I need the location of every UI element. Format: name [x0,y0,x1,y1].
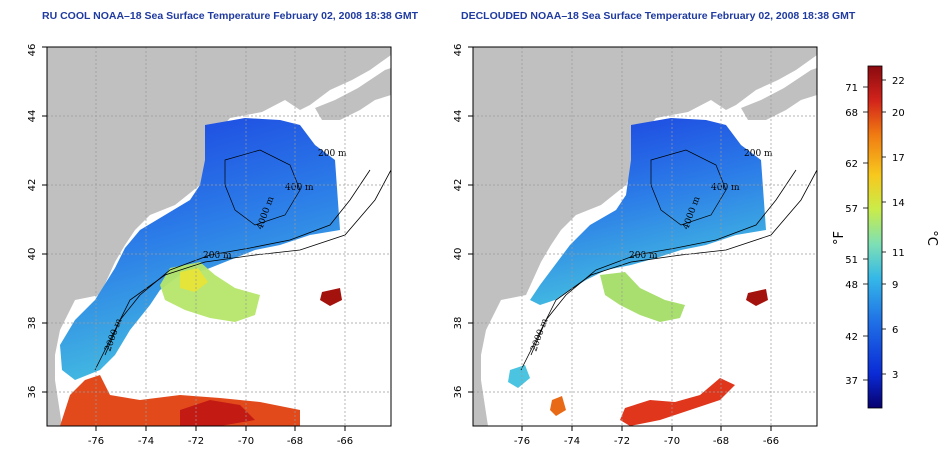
colorbar-celsius-tick: 6 [892,325,898,336]
right-map-frame [472,46,818,427]
right-sst-slope-plume [600,272,685,322]
left-contour-2000m [94,169,391,371]
right-label-200m-b: 200 m [744,149,773,159]
colorbar-celsius-tick: 20 [892,108,905,119]
right-sst-cold-region [530,118,766,305]
right-gridlines [473,47,817,426]
left-x-tick-label: -66 [337,436,353,447]
left-contour-200m [104,169,371,356]
left-contour-gom [224,149,301,226]
right-y-tick-label: 36 [453,386,464,399]
left-map-panel: 200 m 200 m 2000 m 400 m 4000 m [46,46,392,427]
left-x-tick-label: -72 [188,436,204,447]
left-label-200m-a: 200 m [203,251,232,261]
right-y-tick-label: 42 [453,179,464,192]
colorbar-celsius-tick: 11 [892,248,905,259]
left-land-mass [47,47,391,426]
left-x-tick-label: -74 [138,436,154,447]
right-y-tick-label: 44 [453,110,464,123]
right-panel-title: DECLOUDED NOAA–18 Sea Surface Temperatur… [461,10,856,22]
right-y-tick-label: 40 [453,248,464,261]
colorbar-celsius-tick: 9 [892,280,898,291]
right-land-mass [473,47,817,426]
colorbar-fahrenheit-tick: 37 [845,376,858,387]
left-gridlines [47,47,391,426]
right-x-tick-label: -66 [763,436,779,447]
right-sst-coastal-cyan [508,365,530,388]
left-y-tick-label: 38 [27,317,38,330]
left-y-axis: 36 38 40 42 44 46 [27,44,47,399]
left-sst-cold-region [60,118,340,380]
right-y-axis: 36 38 40 42 44 46 [453,44,473,399]
colorbar-celsius-tick: 17 [892,153,905,164]
colorbar-gradient [867,65,883,409]
left-sst-gulf-stream-hot [180,400,255,426]
right-y-tick-label: 46 [453,44,464,57]
right-y-tick-label: 38 [453,317,464,330]
right-x-tick-label: -74 [564,436,580,447]
left-x-axis: -76 -74 -72 -70 -68 -66 [88,426,353,447]
colorbar-fahrenheit-tick: 68 [845,108,858,119]
left-map-frame [46,46,392,427]
left-label-400m: 400 m [285,183,314,193]
right-label-400m: 400 m [711,183,740,193]
left-panel-title: RU COOL NOAA–18 Sea Surface Temperature … [42,10,419,22]
left-y-tick-label: 36 [27,386,38,399]
left-nova-scotia [315,68,391,120]
right-sst-warm-eddy [746,289,768,306]
colorbar-celsius-tick: 14 [892,198,905,209]
right-sst-gulf-stream [620,378,735,426]
temperature-colorbar: 71 68 62 57 51 48 42 37 22 20 17 14 11 9… [832,65,939,409]
left-sst-warm-patch [180,268,208,292]
colorbar-fahrenheit-tick: 51 [845,255,858,266]
right-x-tick-label: -76 [514,436,530,447]
right-x-axis: -76 -74 -72 -70 -68 -66 [514,426,779,447]
right-sst-south-fragment [550,396,566,416]
left-y-tick-label: 40 [27,248,38,261]
right-x-tick-label: -70 [664,436,680,447]
left-label-200m-b: 200 m [318,149,347,159]
left-x-tick-label: -70 [238,436,254,447]
colorbar-fahrenheit-tick: 48 [845,280,858,291]
colorbar-fahrenheit-tick: 71 [845,83,858,94]
right-nova-scotia [741,68,817,120]
left-y-tick-label: 44 [27,110,38,123]
colorbar-celsius-tick: 3 [892,370,898,381]
colorbar-fahrenheit-tick: 42 [845,332,858,343]
left-sst-warm-eddy [320,288,342,306]
right-x-tick-label: -72 [614,436,630,447]
left-y-tick-label: 46 [27,44,38,57]
colorbar-fahrenheit-unit: °F [832,231,847,245]
right-contour-gom [650,149,727,226]
left-x-tick-label: -76 [88,436,104,447]
colorbar-fahrenheit-tick: 57 [845,204,858,215]
colorbar-fahrenheit-tick: 62 [845,159,858,170]
left-x-tick-label: -68 [287,436,303,447]
right-map-panel: 200 m 200 m 2000 m 400 m 4000 m [472,46,818,427]
right-contour-2000m [520,169,817,371]
right-contour-200m [530,169,797,356]
colorbar-celsius-tick: 22 [892,76,905,87]
left-y-tick-label: 42 [27,179,38,192]
right-label-200m-a: 200 m [629,251,658,261]
colorbar-celsius-unit: °C [924,230,939,246]
right-x-tick-label: -68 [713,436,729,447]
